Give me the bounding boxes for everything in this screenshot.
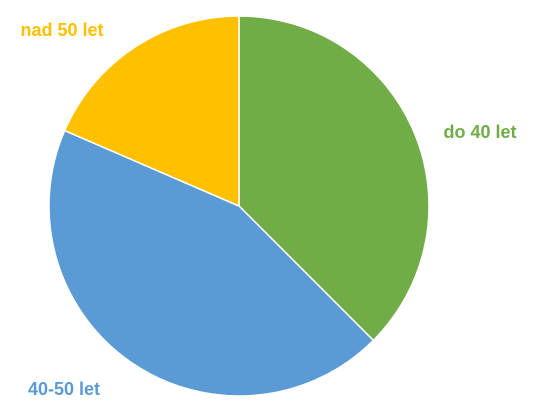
pie-label-40-50-let: 40-50 let [28, 379, 100, 399]
pie-label-do-40-let: do 40 let [443, 122, 516, 142]
pie-labels: do 40 let 40-50 let nad 50 let [20, 20, 516, 399]
pie-label-nad-50-let: nad 50 let [20, 20, 103, 40]
pie-slice-nad-50-let [63, 15, 240, 207]
pie-slice-do-40-let [238, 15, 430, 342]
pie-slice-40-50-let [48, 129, 375, 397]
pie-slices [48, 15, 430, 397]
